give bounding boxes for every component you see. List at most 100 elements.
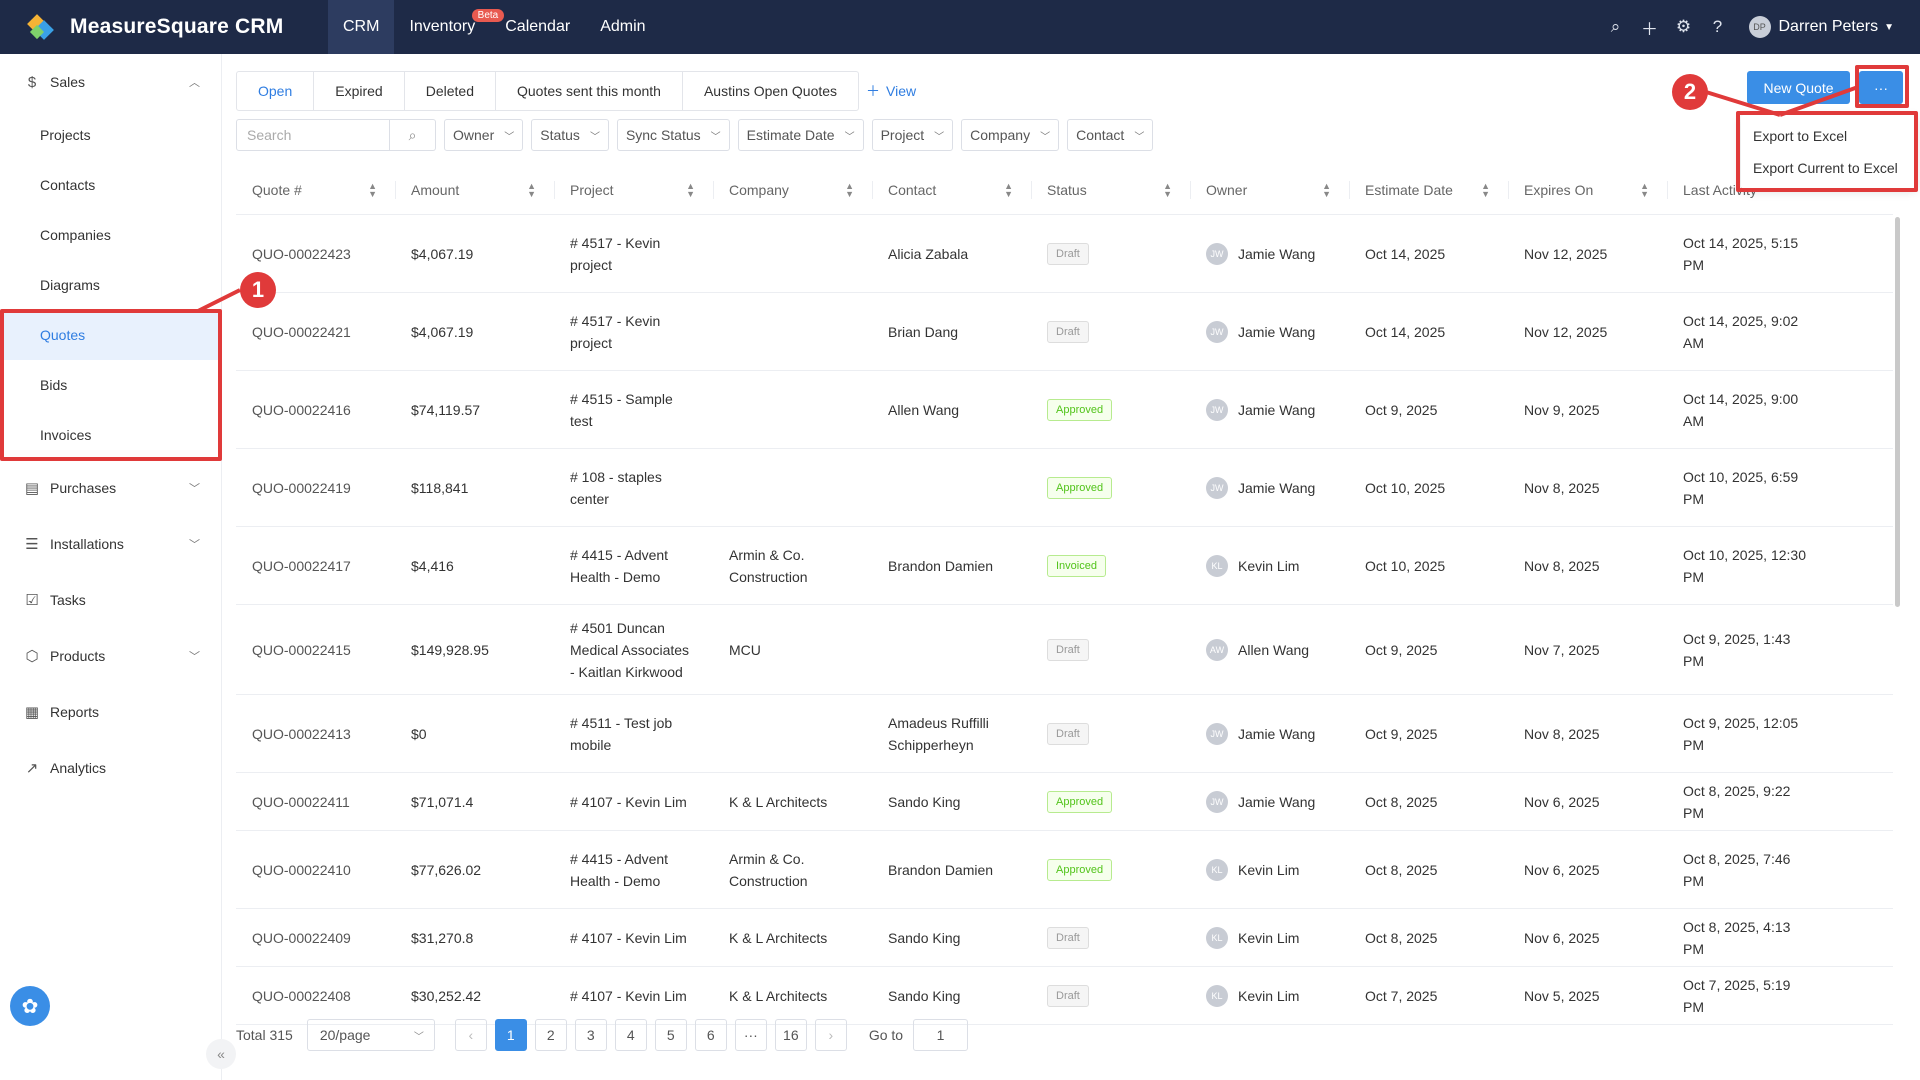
sort-icon[interactable]: ▲ ▼ — [527, 180, 536, 199]
new-quote-button[interactable]: New Quote — [1747, 71, 1850, 104]
filter-status[interactable]: Status ﹀ — [531, 119, 609, 151]
column-header[interactable]: Amount ▲ ▼ — [395, 165, 554, 214]
cell-quote[interactable]: QUO-00022421 — [236, 293, 395, 370]
cell-quote[interactable]: QUO-00022409 — [236, 909, 395, 966]
filter-contact[interactable]: Contact ﹀ — [1067, 119, 1154, 151]
table-row[interactable]: QUO-00022421 $4,067.19 # 4517 - Kevin proj… — [236, 293, 1893, 371]
sidebar-item-invoices[interactable]: Invoices — [40, 427, 92, 443]
page-button[interactable]: 16 — [774, 1019, 807, 1051]
support-chat-icon[interactable]: ✿ — [10, 986, 50, 1026]
cell-quote[interactable]: QUO-00022419 — [236, 449, 395, 526]
prev-page-button[interactable]: ‹ — [454, 1019, 487, 1051]
table-row[interactable]: QUO-00022415 $149,928.95 # 4501 Duncan Med… — [236, 605, 1893, 695]
more-options-button[interactable]: ··· — [1859, 71, 1903, 104]
column-header[interactable]: Estimate Date ▲ ▼ — [1349, 165, 1508, 214]
sort-icon[interactable]: ▲ ▼ — [1163, 180, 1172, 199]
table-row[interactable]: QUO-00022419 $118,841 # 108 - staples cent… — [236, 449, 1893, 527]
search-icon[interactable]: ⌕ — [1610, 17, 1621, 36]
table-row[interactable]: QUO-00022411 $71,071.4 # 4107 - Kevin Lim K… — [236, 773, 1893, 831]
cell-quote[interactable]: QUO-00022415 — [236, 605, 395, 694]
column-header[interactable]: Quote # ▲ ▼ — [236, 165, 395, 214]
page-button[interactable]: ··· — [734, 1019, 767, 1051]
sort-icon[interactable]: ▲ ▼ — [1322, 180, 1331, 199]
page-button[interactable]: 2 — [534, 1019, 567, 1051]
sort-icon[interactable]: ▲ ▼ — [686, 180, 695, 199]
nav-admin[interactable]: Admin — [585, 0, 660, 54]
table-row[interactable]: QUO-00022416 $74,119.57 # 4515 - Sample te… — [236, 371, 1893, 449]
nav-calendar[interactable]: Calendar — [490, 0, 585, 54]
search-input[interactable]: Search — [236, 119, 390, 151]
sidebar-item-analytics[interactable]: ↗ Analytics — [0, 740, 222, 796]
sidebar-group-products[interactable]: ⬡ Products ﹀ — [0, 628, 222, 684]
sort-icon[interactable]: ▲ ▼ — [368, 180, 377, 199]
table-scrollbar[interactable] — [1895, 217, 1900, 607]
filter-estimate-date[interactable]: Estimate Date ﹀ — [737, 119, 864, 151]
sidebar-item-companies[interactable]: Companies — [40, 227, 111, 243]
cell-quote[interactable]: QUO-00022413 — [236, 695, 395, 772]
cell-quote[interactable]: QUO-00022410 — [236, 831, 395, 908]
filter-owner[interactable]: Owner ﹀ — [444, 119, 524, 151]
table-row[interactable]: QUO-00022423 $4,067.19 # 4517 - Kevin proj… — [236, 215, 1893, 293]
page-size-select[interactable]: 20/page ﹀ — [306, 1019, 435, 1051]
add-icon[interactable]: ＋ — [1641, 19, 1658, 39]
table-row[interactable]: QUO-00022417 $4,416 # 4415 - Advent Health… — [236, 527, 1893, 605]
sort-icon[interactable]: ▲ ▼ — [1640, 180, 1649, 199]
cell-quote[interactable]: QUO-00022416 — [236, 371, 395, 448]
sidebar-item-tasks[interactable]: ☑ Tasks — [0, 572, 222, 628]
tab-expired[interactable]: Expired — [314, 72, 405, 110]
tab-quotes-sent-this-month[interactable]: Quotes sent this month — [496, 72, 683, 110]
sort-icon[interactable]: ▲ ▼ — [1481, 180, 1490, 199]
tab-deleted[interactable]: Deleted — [405, 72, 496, 110]
page-button[interactable]: 3 — [574, 1019, 607, 1051]
sidebar-item-quotes[interactable]: Quotes — [0, 310, 218, 360]
cell-quote[interactable]: QUO-00022408 — [236, 967, 395, 1024]
sidebar-group-installations[interactable]: ☰ Installations ﹀ — [0, 516, 222, 572]
column-header[interactable]: Expires On ▲ ▼ — [1508, 165, 1667, 214]
cell-quote[interactable]: QUO-00022417 — [236, 527, 395, 604]
page-button[interactable]: 5 — [654, 1019, 687, 1051]
table-row[interactable]: QUO-00022408 $30,252.42 # 4107 - Kevin Lim… — [236, 967, 1893, 1025]
sidebar-item-projects[interactable]: Projects — [40, 127, 91, 143]
collapse-sidebar-icon[interactable]: « — [206, 1039, 236, 1069]
sidebar-group-sales[interactable]: $ Sales ︿ — [0, 54, 222, 110]
page-button[interactable]: 4 — [614, 1019, 647, 1051]
column-header[interactable]: Project ▲ ▼ — [554, 165, 713, 214]
search-icon[interactable]: ⌕ — [390, 119, 436, 151]
sidebar-item-reports[interactable]: ▦ Reports — [0, 684, 222, 740]
filter-sync-status[interactable]: Sync Status ﹀ — [616, 119, 730, 151]
sort-icon[interactable]: ▲ ▼ — [845, 180, 854, 199]
filter-project[interactable]: Project ﹀ — [871, 119, 954, 151]
export-to-excel-item[interactable]: Export to Excel — [1753, 128, 1848, 144]
nav-crm[interactable]: CRM — [328, 0, 395, 54]
gear-icon[interactable]: ⚙ — [1675, 17, 1692, 36]
column-header[interactable]: Status ▲ ▼ — [1031, 165, 1190, 214]
app-logo[interactable]: MeasureSquare CRM — [0, 0, 328, 54]
table-row[interactable]: QUO-00022413 $0 # 4511 - Test job mobile Am… — [236, 695, 1893, 773]
cell-quote[interactable]: QUO-00022423 — [236, 215, 395, 292]
sort-icon[interactable]: ▲ ▼ — [1004, 180, 1013, 199]
tab-austins-open-quotes[interactable]: Austins Open Quotes — [703, 83, 838, 99]
sidebar-item-contacts[interactable]: Contacts — [40, 177, 96, 193]
add-view-button[interactable]: ＋ View — [866, 71, 916, 111]
column-header[interactable]: Owner ▲ ▼ — [1190, 165, 1349, 214]
sidebar-item-bids[interactable]: Bids — [40, 377, 68, 393]
cell-quote[interactable]: QUO-00022411 — [236, 773, 395, 830]
next-page-button[interactable]: › — [814, 1019, 847, 1051]
page-button[interactable]: 6 — [694, 1019, 727, 1051]
user-avatar[interactable]: DP — [1748, 16, 1771, 38]
column-header[interactable]: Company ▲ ▼ — [713, 165, 872, 214]
export-current-to-excel-item[interactable]: Export Current to Excel — [1753, 160, 1898, 176]
table-row[interactable]: QUO-00022410 $77,626.02 # 4415 - Advent He… — [236, 831, 1893, 909]
sidebar-item-diagrams[interactable]: Diagrams — [40, 277, 100, 293]
tab-open[interactable]: Open — [237, 72, 315, 110]
page-button[interactable]: 1 — [494, 1019, 527, 1051]
user-name[interactable]: Darren Peters — [1778, 18, 1879, 35]
caret-down-icon[interactable]: ▼ — [1884, 21, 1894, 33]
nav-inventory[interactable]: Inventory Beta — [394, 0, 505, 54]
filter-company[interactable]: Company ﹀ — [961, 119, 1060, 151]
help-icon[interactable]: ? — [1712, 17, 1723, 36]
table-row[interactable]: QUO-00022409 $31,270.8 # 4107 - Kevin Lim K… — [236, 909, 1893, 967]
column-header[interactable]: Contact ▲ ▼ — [872, 165, 1031, 214]
sidebar-group-purchases[interactable]: ▤ Purchases ﹀ — [0, 460, 222, 516]
goto-page-input[interactable]: 1 — [913, 1019, 969, 1051]
